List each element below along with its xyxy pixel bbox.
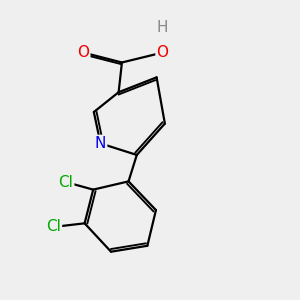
Text: H: H: [157, 20, 168, 34]
Text: Cl: Cl: [46, 219, 61, 234]
Text: N: N: [95, 136, 106, 151]
Text: Cl: Cl: [58, 175, 73, 190]
Text: O: O: [157, 45, 169, 60]
Text: O: O: [77, 45, 89, 60]
